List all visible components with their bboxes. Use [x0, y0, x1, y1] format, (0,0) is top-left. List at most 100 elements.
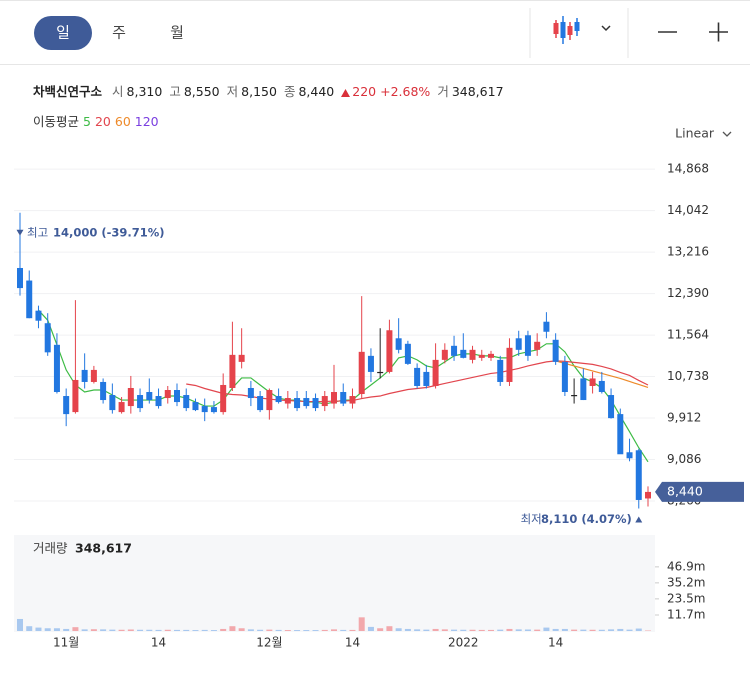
dropdown-caret[interactable] — [601, 25, 611, 32]
scale-caret[interactable] — [722, 131, 732, 137]
volume-bar — [423, 629, 430, 631]
chart-type-icon[interactable] — [553, 16, 580, 44]
volume-bar — [303, 630, 310, 631]
volume-bar — [451, 629, 458, 631]
volume-value: 348,617 — [451, 84, 504, 99]
candle-body — [201, 406, 208, 413]
candle-body — [127, 387, 134, 407]
candle-body — [589, 378, 596, 386]
scale-label[interactable]: Linear — [675, 126, 715, 141]
volume-bar — [441, 629, 448, 631]
candle-body — [174, 390, 180, 403]
volume-title-value: 348,617 — [75, 541, 132, 556]
candle-body — [257, 396, 264, 411]
last-price-label: 8,440 — [667, 483, 703, 498]
volume-bar — [284, 630, 291, 631]
candle-body — [303, 398, 310, 407]
volume-bar — [331, 629, 337, 631]
x-tick-label: 11월 — [53, 636, 79, 650]
volume-bar — [561, 628, 568, 631]
volume-bar — [377, 628, 384, 631]
candle-body — [377, 371, 384, 374]
quote-label: 고 — [169, 84, 181, 99]
candle-body — [386, 330, 393, 372]
candle-body — [358, 351, 365, 395]
candle-body — [63, 396, 70, 415]
candle-body — [137, 395, 144, 409]
quote-header: 차백신연구소 시 8,310 고 8,550 저 8,150 종 8,440 220 +2.68% 거… — [33, 81, 511, 100]
candle-body — [183, 395, 190, 409]
quote-label: 시 — [112, 84, 124, 99]
candle-body — [645, 491, 651, 499]
candle-body — [100, 381, 107, 401]
volume-bar — [524, 629, 531, 631]
candle-body — [109, 395, 116, 411]
volume-bar — [220, 628, 227, 631]
y-tick-label: 14,868 — [667, 162, 709, 176]
volume-bar — [294, 630, 301, 631]
tab[interactable]: 일 — [56, 24, 70, 42]
volume-bar — [174, 629, 180, 631]
volume-bar — [90, 629, 97, 631]
candle-body — [432, 359, 439, 386]
candle-body — [275, 396, 282, 403]
candle-body — [469, 349, 476, 360]
candle-body — [146, 392, 153, 401]
candle-body — [561, 361, 568, 393]
legend-entry: 5 — [83, 114, 91, 129]
volume-bar — [44, 628, 51, 631]
volume-bar — [192, 630, 199, 631]
legend-entry: 120 — [134, 114, 159, 129]
candle-body — [395, 338, 402, 350]
volume-bar — [17, 618, 23, 631]
candle-body — [488, 353, 494, 358]
volume-bar — [349, 629, 356, 631]
volume-tick-label: 11.7m — [667, 608, 705, 622]
zoom-in[interactable] — [709, 22, 728, 42]
y-tick-label: 13,216 — [667, 245, 709, 259]
volume-bar — [266, 629, 273, 631]
candle-body — [478, 354, 485, 358]
tab-active-bg[interactable] — [34, 16, 92, 50]
candle-body — [72, 379, 79, 413]
volume-label: 거 — [437, 84, 449, 99]
change-pct: +2.68% — [380, 84, 431, 99]
ma-line — [186, 360, 649, 403]
volume-bar — [127, 629, 134, 631]
candle-body — [229, 354, 236, 388]
candle-body — [35, 310, 42, 321]
candle-body — [238, 354, 245, 362]
volume-bar — [210, 630, 217, 631]
x-tick-label: 14 — [548, 636, 563, 650]
volume-bar — [608, 629, 615, 631]
candle-body — [552, 339, 559, 362]
volume-bar — [543, 627, 550, 631]
candle-body — [404, 343, 411, 364]
quote-value: 8,150 — [241, 84, 277, 99]
candle-body — [460, 349, 467, 358]
candle-body — [81, 369, 88, 382]
candle-body — [598, 380, 605, 393]
volume-bar — [635, 628, 642, 631]
volume-bar — [109, 629, 116, 631]
legend-entry: 20 — [94, 114, 111, 129]
x-tick-label: 12월 — [256, 636, 282, 650]
tab[interactable]: 주 — [112, 24, 126, 42]
candle-body — [321, 396, 328, 407]
tab[interactable]: 월 — [170, 24, 184, 42]
candle-body — [506, 347, 513, 382]
candle-body — [580, 378, 587, 401]
candle-body — [534, 341, 541, 350]
candle-body — [515, 338, 522, 350]
volume-bar — [201, 629, 208, 631]
volume-tick-label: 23.5m — [667, 591, 705, 605]
candle-body — [266, 390, 273, 411]
y-tick-label: 9,912 — [667, 411, 701, 425]
quote-value: 8,440 — [298, 84, 335, 99]
y-tick-label: 14,042 — [667, 203, 709, 217]
volume-bar — [35, 627, 42, 631]
quote-label: 저 — [226, 84, 239, 99]
x-tick-label: 2022 — [448, 636, 479, 650]
volume-tick-label: 46.9m — [667, 559, 705, 573]
volume-bar — [72, 627, 79, 631]
